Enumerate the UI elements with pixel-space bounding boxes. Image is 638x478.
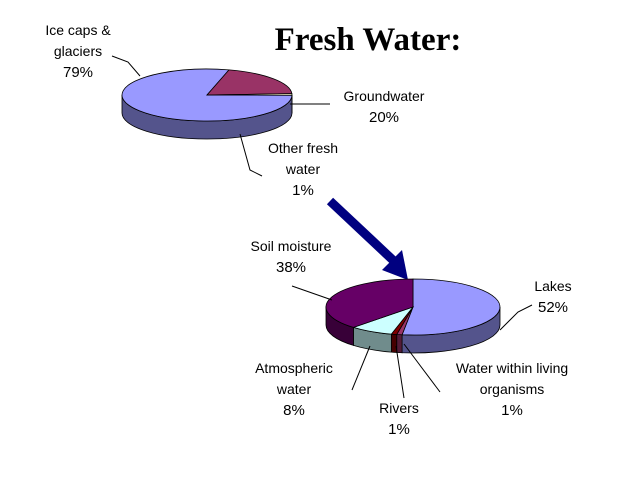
value-label: 8%: [283, 402, 305, 419]
category-label: Groundwater: [343, 88, 425, 104]
leader-line: [351, 345, 371, 391]
slice-side: [390, 333, 398, 353]
leader-line: [111, 55, 141, 77]
slice: [401, 278, 501, 336]
arrow-head: [382, 250, 408, 280]
category-label: Rivers: [379, 400, 419, 416]
slice-label: Rivers 1%: [369, 398, 429, 440]
leader-line: [395, 345, 405, 399]
slice-label: Water within living organisms 1%: [437, 358, 587, 421]
slice: [206, 93, 293, 96]
slice-label: Groundwater 20%: [329, 86, 439, 128]
arrow: [326, 197, 408, 280]
pie: [121, 68, 293, 140]
category-label: Atmospheric water: [255, 360, 333, 397]
value-label: 38%: [275, 259, 307, 276]
category-label: Soil moisture: [250, 238, 332, 254]
category-label: Lakes: [534, 278, 572, 294]
category-label: Other fresh water: [267, 140, 339, 177]
slice-label: Soil moisture 38%: [236, 236, 346, 278]
value-label: 1%: [292, 182, 314, 199]
pie: [325, 278, 501, 354]
leader-line: [499, 304, 533, 331]
slice: [206, 69, 293, 96]
leader-line: [239, 133, 263, 177]
page-title: Fresh Water:: [274, 22, 462, 58]
value-label: 79%: [62, 64, 94, 81]
value-label: 1%: [388, 421, 410, 438]
leader-line: [403, 343, 441, 393]
category-label: Water within living organisms: [455, 360, 569, 397]
slice-label: Atmospheric water 8%: [239, 358, 349, 421]
category-label: Ice caps & glaciers: [45, 22, 111, 59]
slice-label: Other fresh water 1%: [255, 138, 351, 201]
value-label: 52%: [537, 299, 569, 316]
leader-line: [291, 285, 333, 301]
arrow-shaft: [326, 197, 400, 267]
value-label: 20%: [368, 109, 400, 126]
slice-side: [396, 334, 403, 354]
slice: [325, 278, 414, 328]
value-label: 1%: [501, 402, 523, 419]
slice: [121, 68, 293, 122]
slice-label: Lakes 52%: [518, 276, 588, 318]
slice-label: Ice caps & glaciers 79%: [30, 20, 126, 83]
